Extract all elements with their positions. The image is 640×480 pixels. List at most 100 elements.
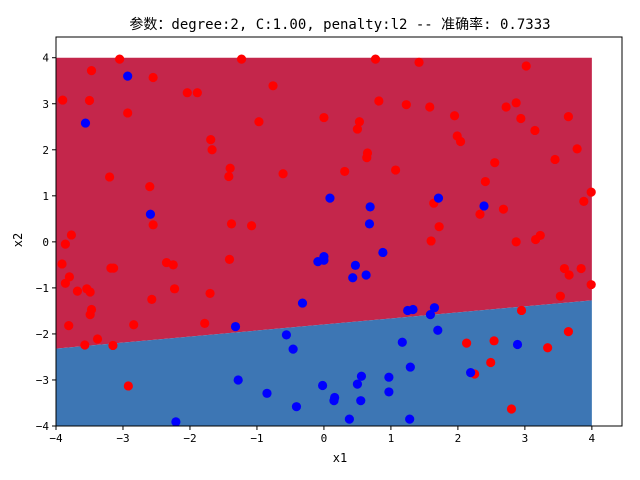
data-point bbox=[564, 327, 573, 336]
data-point bbox=[93, 334, 102, 343]
data-point bbox=[486, 358, 495, 367]
data-point bbox=[58, 95, 67, 104]
data-point bbox=[543, 343, 552, 352]
data-point bbox=[298, 298, 307, 307]
data-point bbox=[433, 326, 442, 335]
data-point bbox=[351, 261, 360, 270]
data-point bbox=[573, 144, 582, 153]
data-point bbox=[489, 336, 498, 345]
data-point bbox=[579, 197, 588, 206]
data-point bbox=[507, 404, 516, 413]
data-point bbox=[398, 338, 407, 347]
data-point bbox=[522, 61, 531, 70]
data-point bbox=[378, 248, 387, 257]
data-point bbox=[374, 96, 383, 105]
data-point bbox=[227, 219, 236, 228]
data-point bbox=[450, 111, 459, 120]
chart-title: 参数：degree:2, C:1.00, penalty:l2 -- 准确率: … bbox=[129, 16, 550, 33]
data-point bbox=[254, 117, 263, 126]
data-point bbox=[86, 287, 95, 296]
data-point bbox=[348, 273, 357, 282]
data-point bbox=[512, 237, 521, 246]
data-point bbox=[319, 256, 328, 265]
data-point bbox=[340, 167, 349, 176]
y-tick-label: 0 bbox=[42, 236, 49, 249]
x-tick-label: −4 bbox=[49, 432, 63, 445]
x-tick-label: −1 bbox=[250, 432, 263, 445]
data-point bbox=[414, 58, 423, 67]
data-point bbox=[247, 221, 256, 230]
x-tick-label: −3 bbox=[116, 432, 129, 445]
data-point bbox=[426, 310, 435, 319]
data-point bbox=[512, 98, 521, 107]
data-point bbox=[384, 373, 393, 382]
data-point bbox=[64, 321, 73, 330]
data-point bbox=[362, 270, 371, 279]
data-point bbox=[490, 158, 499, 167]
data-point bbox=[207, 145, 216, 154]
x-axis: −4 −3 −2 −1 0 1 2 3 4 bbox=[49, 426, 595, 445]
data-point bbox=[318, 381, 327, 390]
data-point bbox=[384, 387, 393, 396]
data-point bbox=[234, 375, 243, 384]
data-point bbox=[124, 381, 133, 390]
y-tick-label: −3 bbox=[36, 374, 49, 387]
data-point bbox=[292, 402, 301, 411]
x-tick-label: 0 bbox=[321, 432, 328, 445]
data-point bbox=[325, 194, 334, 203]
data-point bbox=[81, 118, 90, 127]
data-point bbox=[362, 153, 371, 162]
data-point bbox=[87, 66, 96, 75]
data-point bbox=[391, 165, 400, 174]
data-point bbox=[513, 340, 522, 349]
data-point bbox=[462, 339, 471, 348]
data-point bbox=[67, 230, 76, 239]
data-point bbox=[171, 417, 180, 426]
data-point bbox=[435, 222, 444, 231]
data-point bbox=[345, 414, 354, 423]
data-point bbox=[402, 100, 411, 109]
data-point bbox=[536, 231, 545, 240]
data-point bbox=[123, 72, 132, 81]
region-upper bbox=[56, 58, 592, 349]
data-point bbox=[57, 259, 66, 268]
data-point bbox=[231, 322, 240, 331]
data-point bbox=[193, 88, 202, 97]
data-point bbox=[149, 73, 158, 82]
data-point bbox=[502, 102, 511, 111]
data-point bbox=[61, 240, 70, 249]
data-point bbox=[456, 137, 465, 146]
data-point bbox=[577, 264, 586, 273]
data-point bbox=[226, 164, 235, 173]
data-point bbox=[205, 289, 214, 298]
x-tick-label: −2 bbox=[183, 432, 196, 445]
data-point bbox=[289, 345, 298, 354]
data-point bbox=[85, 96, 94, 105]
data-point bbox=[516, 114, 525, 123]
x-axis-label: x1 bbox=[333, 451, 347, 465]
data-point bbox=[237, 54, 246, 63]
data-point bbox=[564, 270, 573, 279]
data-point bbox=[587, 188, 596, 197]
data-point bbox=[319, 113, 328, 122]
data-point bbox=[371, 54, 380, 63]
x-tick-label: 1 bbox=[388, 432, 395, 445]
y-tick-label: 3 bbox=[42, 98, 49, 111]
data-point bbox=[169, 260, 178, 269]
x-tick-label: 3 bbox=[522, 432, 529, 445]
data-point bbox=[564, 112, 573, 121]
data-point bbox=[365, 219, 374, 228]
data-point bbox=[86, 310, 95, 319]
data-point bbox=[225, 255, 234, 264]
data-point bbox=[129, 320, 138, 329]
y-tick-label: −1 bbox=[36, 282, 49, 295]
plot-area bbox=[56, 37, 622, 426]
data-point bbox=[406, 362, 415, 371]
x-tick-label: 2 bbox=[455, 432, 462, 445]
y-tick-label: 4 bbox=[42, 52, 49, 65]
data-point bbox=[109, 263, 118, 272]
y-tick-label: 2 bbox=[42, 144, 49, 157]
data-point bbox=[425, 102, 434, 111]
data-point bbox=[366, 202, 375, 211]
data-point bbox=[556, 292, 565, 301]
